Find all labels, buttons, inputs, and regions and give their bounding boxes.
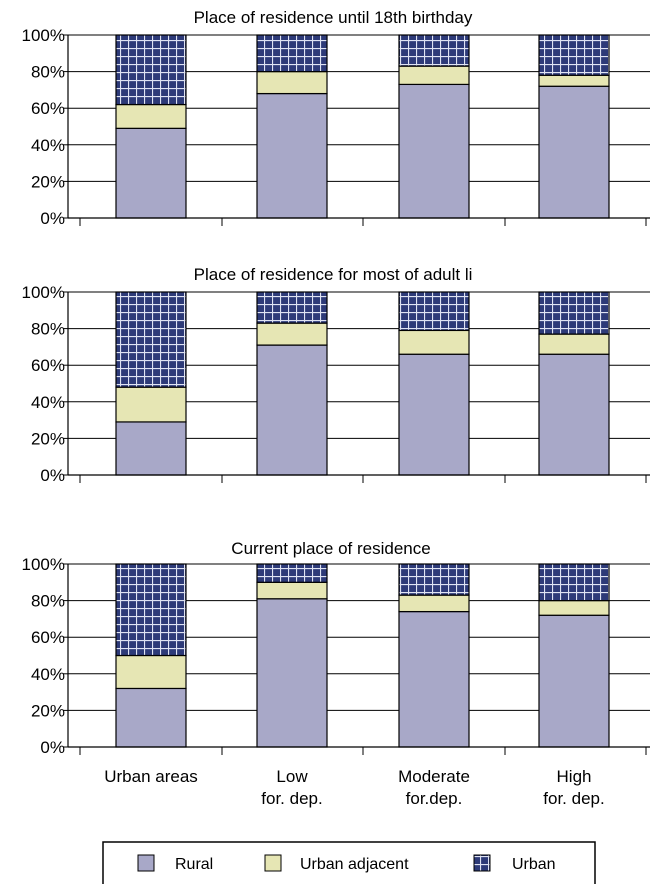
- bar-segment-urban: [538, 563, 610, 602]
- x-category-label: for. dep.: [543, 789, 604, 808]
- bar-segment-urban-adjacent: [256, 581, 328, 600]
- y-tick-label: 100%: [22, 26, 65, 45]
- bar-segment-rural: [256, 344, 328, 476]
- chart-middle: Place of residence for most of adult li …: [22, 265, 650, 485]
- y-tick-label: 20%: [31, 429, 65, 448]
- bar-segment-urban: [115, 563, 187, 657]
- y-tick-label: 20%: [31, 172, 65, 191]
- y-tick-label: 80%: [31, 63, 65, 82]
- y-tick-label: 40%: [31, 393, 65, 412]
- bar-segment-urban: [538, 34, 610, 76]
- x-category-label: for.dep.: [406, 789, 463, 808]
- bar-segment-rural: [256, 598, 328, 748]
- y-tick-label: 40%: [31, 136, 65, 155]
- legend-label-rural: Rural: [175, 856, 213, 873]
- legend-swatch-urban: [473, 854, 491, 872]
- x-category-label: Urban areas: [104, 767, 198, 786]
- x-category-label: Low: [276, 767, 308, 786]
- y-tick-label: 0%: [40, 209, 65, 228]
- chart-title: Current place of residence: [231, 539, 430, 558]
- legend-swatch-urban-adjacent: [264, 854, 282, 872]
- chart-title: Place of residence until 18th birthday: [194, 8, 473, 27]
- chart-top: Place of residence until 18th birthday 0…: [22, 8, 650, 228]
- y-tick-label: 0%: [40, 466, 65, 485]
- bar-segment-urban-adjacent: [115, 386, 187, 423]
- bar-segment-urban-adjacent: [115, 654, 187, 690]
- bar-segment-rural: [538, 85, 610, 219]
- bar-segment-urban-adjacent: [538, 74, 610, 87]
- y-tick-label: 0%: [40, 738, 65, 757]
- bar-segment-urban: [398, 563, 470, 596]
- bar-segment-urban: [115, 291, 187, 388]
- bar-segment-urban-adjacent: [256, 322, 328, 346]
- bar-segment-urban-adjacent: [398, 65, 470, 86]
- bar-segment-urban-adjacent: [256, 70, 328, 95]
- bar-segment-urban: [115, 34, 187, 106]
- y-tick-label: 80%: [31, 320, 65, 339]
- bar-segment-urban-adjacent: [538, 599, 610, 616]
- bar-segment-rural: [538, 353, 610, 476]
- bar-segment-urban-adjacent: [398, 329, 470, 355]
- chart-bottom: Current place of residence 0% 20% 40% 60% 80…: [22, 539, 650, 808]
- legend: Rural Urban adjacent Urban: [102, 841, 596, 884]
- bar-segment-urban-adjacent: [115, 103, 187, 129]
- bar-segment-rural: [398, 610, 470, 748]
- y-tick-label: 60%: [31, 99, 65, 118]
- y-tick-label: 40%: [31, 665, 65, 684]
- bar-segment-urban: [256, 34, 328, 73]
- legend-label-urban: Urban: [512, 856, 556, 873]
- bar-segment-rural: [398, 83, 470, 219]
- y-tick-label: 100%: [22, 283, 65, 302]
- y-tick-label: 20%: [31, 701, 65, 720]
- bar-segment-urban: [256, 291, 328, 324]
- x-category-label: for. dep.: [261, 789, 322, 808]
- y-tick-label: 60%: [31, 628, 65, 647]
- bar-segment-rural: [115, 687, 187, 748]
- y-tick-label: 80%: [31, 592, 65, 611]
- bar-segment-rural: [398, 353, 470, 476]
- legend-swatch-rural: [137, 854, 155, 872]
- bar-segment-urban: [398, 34, 470, 67]
- bar-segment-rural: [538, 614, 610, 748]
- bar-segment-urban-adjacent: [538, 333, 610, 355]
- bar-segment-rural: [256, 92, 328, 219]
- bar-segment-urban: [538, 291, 610, 335]
- bar-segment-urban-adjacent: [398, 594, 470, 613]
- y-tick-label: 100%: [22, 555, 65, 574]
- x-category-label: High: [557, 767, 592, 786]
- chart-title: Place of residence for most of adult li: [194, 265, 473, 284]
- bar-segment-rural: [115, 421, 187, 476]
- legend-label-urban-adjacent: Urban adjacent: [300, 856, 409, 873]
- bar-segment-urban: [256, 563, 328, 583]
- bar-segment-urban: [398, 291, 470, 332]
- legend-box: [102, 841, 596, 884]
- bar-segment-rural: [115, 127, 187, 219]
- x-category-label: Moderate: [398, 767, 470, 786]
- y-tick-label: 60%: [31, 356, 65, 375]
